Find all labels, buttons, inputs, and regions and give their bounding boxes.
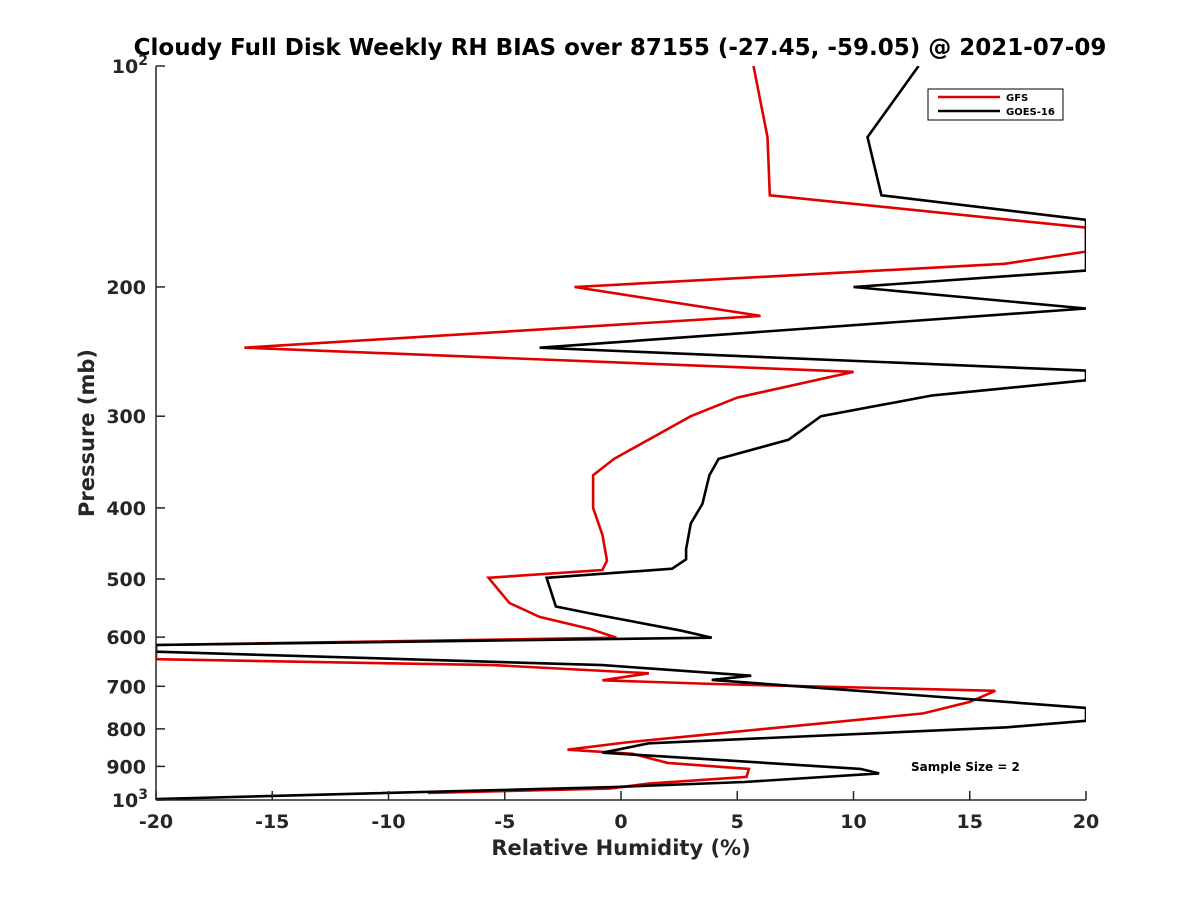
- x-tick-label: 10: [840, 811, 866, 833]
- x-tick-label: -5: [494, 811, 515, 833]
- legend: GFS GOES-16: [927, 88, 1064, 121]
- y-tick-label: 300: [106, 406, 146, 428]
- y-tick-label: 200: [106, 277, 146, 299]
- x-tick-label: 15: [957, 811, 983, 833]
- x-tick-label: 20: [1073, 811, 1099, 833]
- x-axis-label: Relative Humidity (%): [491, 836, 750, 860]
- y-tick-label: 103: [112, 787, 148, 812]
- series-layer: [156, 66, 1086, 800]
- x-tick-label: -20: [139, 811, 173, 833]
- x-tick-label: -10: [371, 811, 405, 833]
- x-tick-label: 0: [614, 811, 627, 833]
- series-line-gfs: [156, 66, 1086, 795]
- y-tick-label: 102: [112, 53, 148, 78]
- x-tick-label: 5: [731, 811, 744, 833]
- chart-title: Cloudy Full Disk Weekly RH BIAS over 871…: [134, 35, 1107, 61]
- y-tick-label: 500: [106, 569, 146, 591]
- y-tick-label: 800: [106, 719, 146, 741]
- axes-layer: -20 -15 -10 -5 0 5 10 15 20 102 200 300 400 500 600 700…: [106, 53, 1099, 833]
- series-line-goes16: [156, 66, 1086, 800]
- legend-label-gfs: GFS: [1006, 93, 1028, 104]
- legend-label-goes16: GOES-16: [1006, 107, 1055, 118]
- plot-area: -20 -15 -10 -5 0 5 10 15 20 102 200 300 400 500 600 700…: [106, 53, 1099, 833]
- y-tick-label: 400: [106, 498, 146, 520]
- x-tick-label: -15: [255, 811, 289, 833]
- y-axis-label: Pressure (mb): [75, 349, 99, 517]
- y-tick-label: 700: [106, 676, 146, 698]
- legend-box: [927, 88, 1064, 121]
- sample-size-annotation: Sample Size = 2: [911, 760, 1020, 774]
- y-tick-label: 900: [106, 756, 146, 778]
- y-tick-label: 600: [106, 627, 146, 649]
